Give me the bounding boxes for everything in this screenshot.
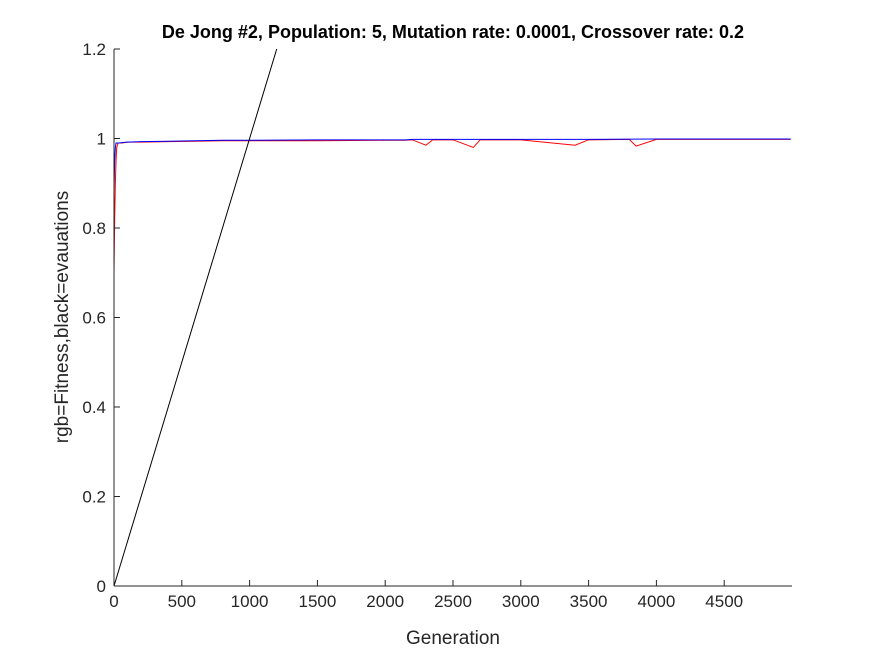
y-ticks: 0 0.2 0.4 0.6 0.8 1 1.2 xyxy=(82,40,120,596)
y-tick-label: 0.4 xyxy=(82,398,106,417)
y-axis-label: rgb=Fitness,black=evauations xyxy=(52,191,73,443)
y-tick-label: 1 xyxy=(97,130,106,149)
plot-background xyxy=(114,49,792,586)
x-tick-label: 3000 xyxy=(502,592,540,611)
x-ticks: 0 500 1000 1500 2000 2500 3000 3500 4000 4500 xyxy=(109,580,743,611)
x-axis-label: Generation xyxy=(406,628,500,649)
x-tick-label: 500 xyxy=(168,592,196,611)
x-tick-label: 3500 xyxy=(570,592,608,611)
y-tick-label: 1.2 xyxy=(82,40,106,59)
y-tick-label: 0.6 xyxy=(82,309,106,328)
series-layer xyxy=(113,48,791,587)
x-tick-label: 1000 xyxy=(231,592,269,611)
x-tick-label: 4000 xyxy=(637,592,675,611)
series-line-2 xyxy=(113,48,278,587)
x-tick-label: 2500 xyxy=(434,592,472,611)
x-tick-label: 2000 xyxy=(366,592,404,611)
series-line-1 xyxy=(113,138,791,193)
y-tick-label: 0 xyxy=(97,577,106,596)
chart-title: De Jong #2, Population: 5, Mutation rate… xyxy=(162,22,744,42)
y-tick-label: 0.2 xyxy=(82,488,106,507)
x-tick-label: 1500 xyxy=(298,592,336,611)
x-tick-label: 0 xyxy=(109,592,118,611)
x-tick-label: 4500 xyxy=(705,592,743,611)
y-tick-label: 0.8 xyxy=(82,219,106,238)
